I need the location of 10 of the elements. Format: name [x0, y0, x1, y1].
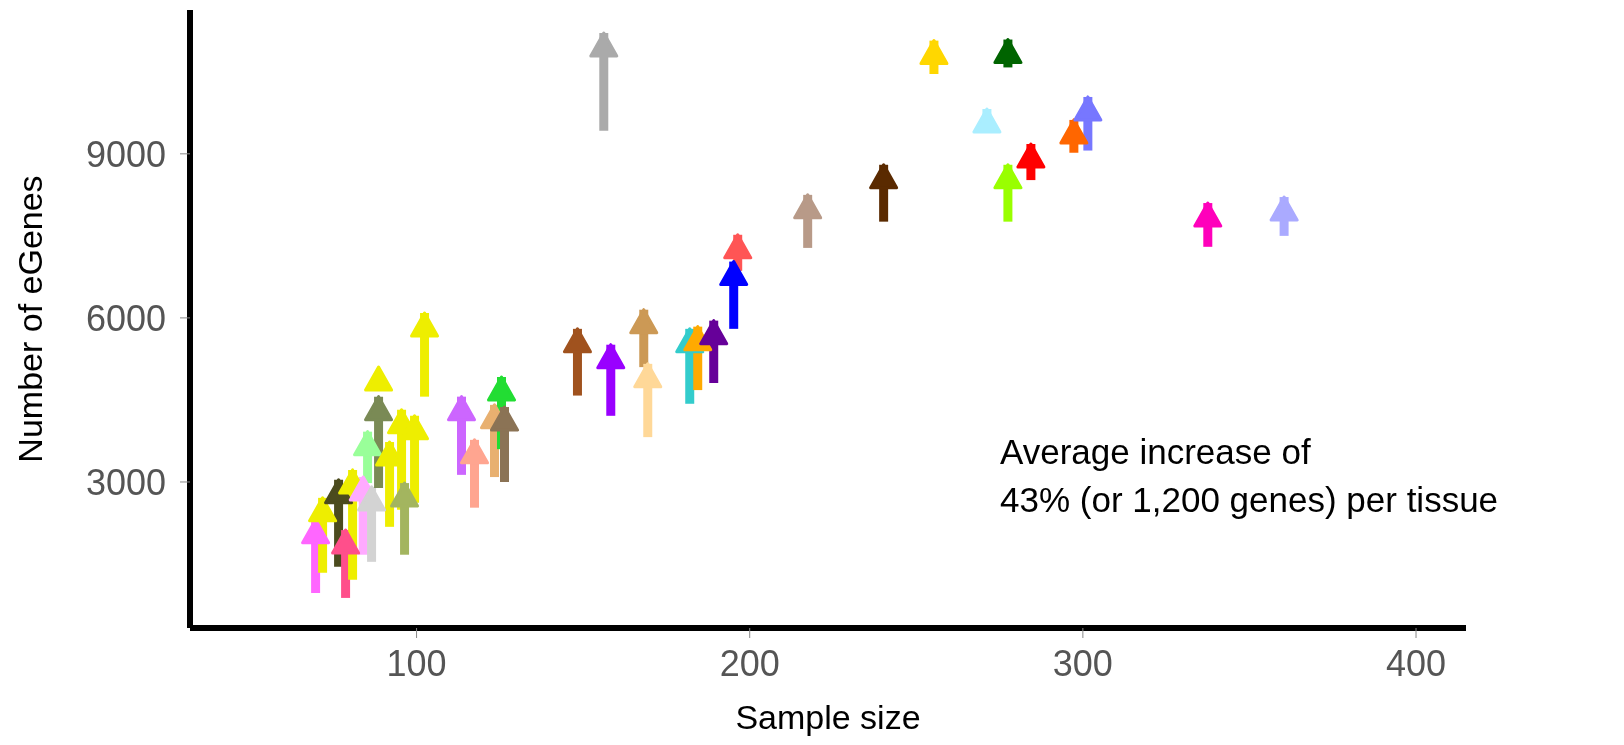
- x-tick-label: 300: [1052, 642, 1113, 684]
- y-tick-label: 9000: [85, 133, 166, 175]
- y-tick-label: 3000: [85, 461, 166, 503]
- y-tick-label: 6000: [85, 297, 166, 339]
- x-tick-label: 100: [386, 642, 447, 684]
- x-axis-title: Sample size: [734, 697, 922, 737]
- annotation: Average increase of 43% (or 1,200 genes) per tissue: [1000, 431, 1499, 521]
- x-tick-label: 400: [1385, 642, 1447, 684]
- y-axis-title: Number of eGenes: [10, 174, 50, 465]
- x-tick-label: 200: [719, 642, 780, 684]
